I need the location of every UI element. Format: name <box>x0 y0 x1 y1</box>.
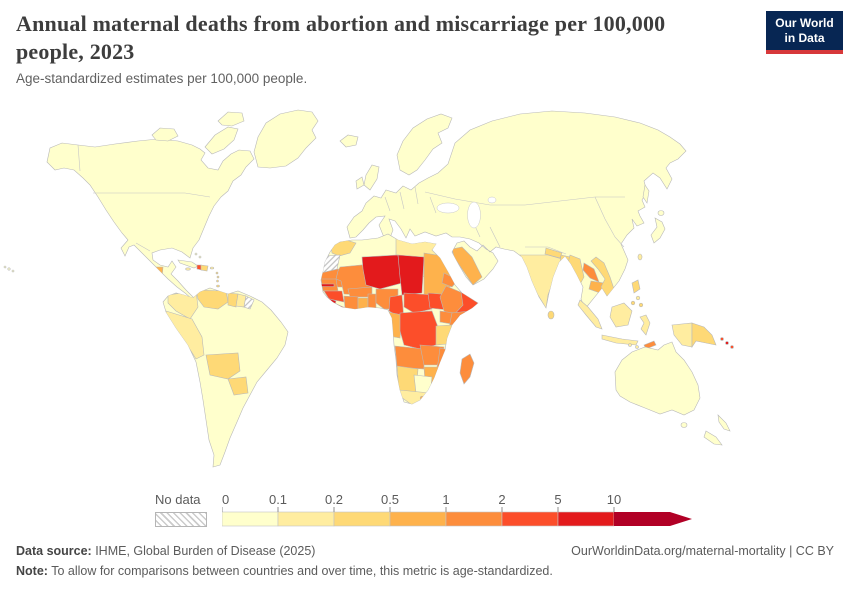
map-region-iceland[interactable] <box>339 134 359 148</box>
map-region-scandinavia[interactable] <box>396 113 453 176</box>
legend-tick-4: 1 <box>442 492 450 507</box>
owid-logo-line2: in Data <box>784 31 825 45</box>
owid-logo-line1: Our World <box>775 16 834 30</box>
map-region-new-zealand[interactable] <box>703 414 731 446</box>
map-region-japan[interactable] <box>650 217 666 244</box>
legend-bin-6[interactable] <box>557 511 615 527</box>
map-region-togo-benin[interactable] <box>367 293 377 310</box>
map-region-arctic-islands[interactable] <box>151 111 245 155</box>
map-region-nepal[interactable] <box>544 247 563 259</box>
map-region-solomon-islands[interactable] <box>720 337 734 349</box>
map-region-south-africa[interactable] <box>398 389 431 405</box>
map-region-french-guiana[interactable] <box>243 295 255 310</box>
map-region-ivory-coast[interactable] <box>343 295 359 312</box>
legend-tick-2: 0.2 <box>324 492 344 507</box>
map-region-kenya[interactable] <box>448 310 471 331</box>
map-region-ghana[interactable] <box>357 297 369 312</box>
legend-tick-marks <box>222 507 615 512</box>
map-region-guatemala[interactable] <box>152 266 164 279</box>
legend-bin-5[interactable] <box>501 511 559 527</box>
map-region-puerto-rico <box>209 266 215 270</box>
map-region-chad[interactable] <box>397 254 425 296</box>
map-region-laos[interactable] <box>582 262 600 283</box>
map-borders-north-america <box>77 144 211 252</box>
map-region-north-america[interactable] <box>46 138 255 302</box>
map-region-jamaica <box>185 267 191 271</box>
map-region-east-asia-islands[interactable] <box>547 184 666 320</box>
note-line: Note: To allow for comparisons between c… <box>16 564 834 578</box>
map-region-hawaii[interactable] <box>3 265 15 273</box>
world-map-svg <box>3 109 734 468</box>
map-region-dr-congo[interactable] <box>399 310 439 350</box>
chart-header: Annual maternal deaths from abortion and… <box>16 10 756 86</box>
map-region-indonesia[interactable] <box>577 299 693 349</box>
map-region-greenland[interactable] <box>253 109 319 169</box>
map-region-hokkaido <box>657 210 665 216</box>
map-region-caribbean[interactable] <box>177 252 220 288</box>
map-region-bangladesh[interactable] <box>559 254 571 269</box>
map-region-australia[interactable] <box>614 341 701 416</box>
map-region-angola[interactable] <box>394 345 425 370</box>
map-region-united-kingdom[interactable] <box>363 164 380 191</box>
map-region-tasmania[interactable] <box>680 422 688 428</box>
map-region-trinidad <box>216 284 220 288</box>
map-region-taiwan <box>637 253 643 261</box>
legend-bin-4[interactable] <box>445 511 503 527</box>
map-region-ireland[interactable] <box>355 176 365 190</box>
map-region-papua-new-guinea[interactable] <box>691 322 717 348</box>
map-legend: No data 0 0.1 0.2 0.5 1 2 5 10 <box>0 490 850 536</box>
map-region-tanzania[interactable] <box>435 324 453 346</box>
legend-bin-1[interactable] <box>277 511 335 527</box>
legend-tick-5: 2 <box>498 492 506 507</box>
data-source-line: Data source: IHME, Global Burden of Dise… <box>16 544 315 558</box>
map-region-sri-lanka <box>547 310 555 320</box>
map-region-dominican-republic <box>200 264 209 272</box>
owid-link[interactable]: OurWorldinData.org/maternal-mortality | … <box>571 544 834 558</box>
page-subtitle: Age-standardized estimates per 100,000 p… <box>16 71 308 86</box>
owid-logo[interactable]: Our World in Data <box>766 11 843 54</box>
map-region-sakhalin <box>642 184 650 204</box>
legend-bin-0[interactable] <box>222 511 279 527</box>
map-region-paraguay[interactable] <box>227 376 249 396</box>
data-source-label: Data source: <box>16 544 92 558</box>
data-source-value: IHME, Global Burden of Disease (2025) <box>91 544 316 558</box>
legend-tick-7: 10 <box>606 492 622 507</box>
map-inland-seas <box>436 196 497 229</box>
page-title: Annual maternal deaths from abortion and… <box>16 11 666 64</box>
no-data-label: No data <box>155 492 201 507</box>
legend-tick-0: 0 <box>222 492 230 507</box>
map-region-gambia[interactable] <box>321 283 335 287</box>
no-data-swatch[interactable] <box>155 512 207 527</box>
map-region-niger[interactable] <box>361 254 403 290</box>
map-region-india[interactable] <box>519 254 563 309</box>
legend-bin-7-arrow[interactable] <box>614 512 692 526</box>
map-region-madagascar[interactable] <box>459 353 475 385</box>
map-region-west-papua <box>671 322 693 348</box>
legend-bin-3[interactable] <box>389 511 447 527</box>
map-region-guyana[interactable] <box>227 292 239 308</box>
note-value: To allow for comparisons between countri… <box>47 564 553 578</box>
world-map <box>0 97 850 487</box>
note-label: Note: <box>16 564 48 578</box>
map-region-cuba <box>177 259 199 269</box>
legend-bin-2[interactable] <box>333 511 391 527</box>
map-region-philippines[interactable] <box>630 279 644 308</box>
map-region-bolivia[interactable] <box>205 352 241 380</box>
legend-tick-3: 0.5 <box>380 492 400 507</box>
legend-tick-1: 0.1 <box>268 492 288 507</box>
chart-footer: Data source: IHME, Global Burden of Dise… <box>16 544 834 578</box>
map-region-guinea[interactable] <box>323 290 345 303</box>
legend-colorbar <box>222 507 692 527</box>
legend-tick-6: 5 <box>554 492 562 507</box>
